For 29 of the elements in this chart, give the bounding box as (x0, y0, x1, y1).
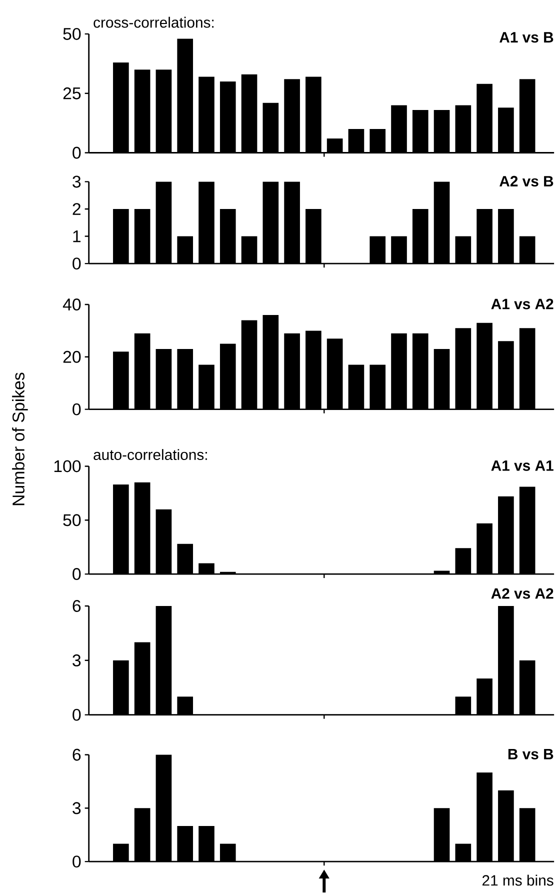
y-tick-label: 6 (72, 600, 81, 612)
y-tick-label: 0 (72, 258, 81, 270)
y-tick-label: 100 (54, 460, 81, 472)
y-tick-label: 0 (72, 856, 81, 868)
y-tick-label: 25 (63, 87, 81, 100)
chart-title: A2 vs A2 (491, 588, 554, 599)
y-axis-title: Number of Spikes (12, 372, 28, 506)
text: auto-correlations: (94, 449, 207, 460)
y-tick-label: 6 (72, 748, 81, 761)
y-tick-label: 0 (72, 708, 81, 721)
text: cross-correlations: (94, 16, 214, 28)
y-tick-label: 40 (62, 298, 81, 310)
y-tick-label: 3 (72, 802, 81, 814)
y-tick-label: 2 (72, 203, 80, 215)
y-tick-label: 1 (73, 230, 81, 242)
y-tick-label: 0 (72, 568, 81, 580)
y-tick-label: 3 (72, 654, 81, 666)
y-tick-label: 50 (63, 28, 81, 40)
chart-title: B vs B (508, 748, 554, 760)
y-tick-label: 0 (72, 146, 81, 159)
y-tick-label: 3 (72, 176, 81, 188)
chart-title: A1 vs A2 (491, 298, 554, 310)
chart-title: A2 vs B (500, 176, 554, 186)
y-tick-label: 0 (72, 403, 81, 416)
y-tick-label: 20 (63, 350, 81, 363)
chart-title: A1 vs B (500, 32, 554, 43)
y-tick-label: 50 (63, 514, 81, 526)
text: 21 ms bins (482, 874, 554, 886)
chart-title: A1 vs A1 (491, 460, 554, 471)
